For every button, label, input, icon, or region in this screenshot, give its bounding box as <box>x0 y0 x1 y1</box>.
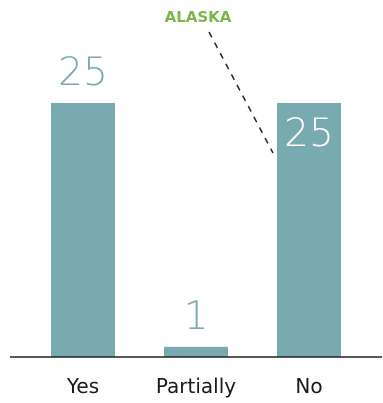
annotation-label: ALASKA <box>165 8 232 26</box>
bar-partially <box>164 346 228 357</box>
category-label-partially: Partially <box>156 374 236 398</box>
data-label-partially: 1 <box>184 294 209 339</box>
bar-no <box>277 103 341 357</box>
category-label-yes: Yes <box>66 374 99 398</box>
bars-group <box>51 103 341 357</box>
bar-yes <box>51 103 115 357</box>
data-labels: 25 1 25 <box>58 50 334 339</box>
category-label-no: No <box>295 374 322 398</box>
data-label-yes: 25 <box>58 50 108 95</box>
annotation-leader-line <box>208 31 274 154</box>
data-label-no: 25 <box>284 111 334 156</box>
category-labels: Yes Partially No <box>66 374 323 398</box>
